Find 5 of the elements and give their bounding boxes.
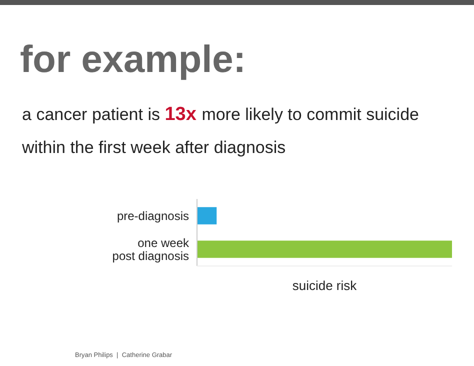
chart-title: for example: [20,39,246,81]
y-tick-label: pre-diagnosis [116,208,189,223]
x-axis-title: suicide risk [292,278,358,293]
y-tick-label: one week post diagnosis [112,236,190,263]
text: a cancer patient is 13x more likely to commit suicide within the first week after diagnosis [22,104,419,157]
